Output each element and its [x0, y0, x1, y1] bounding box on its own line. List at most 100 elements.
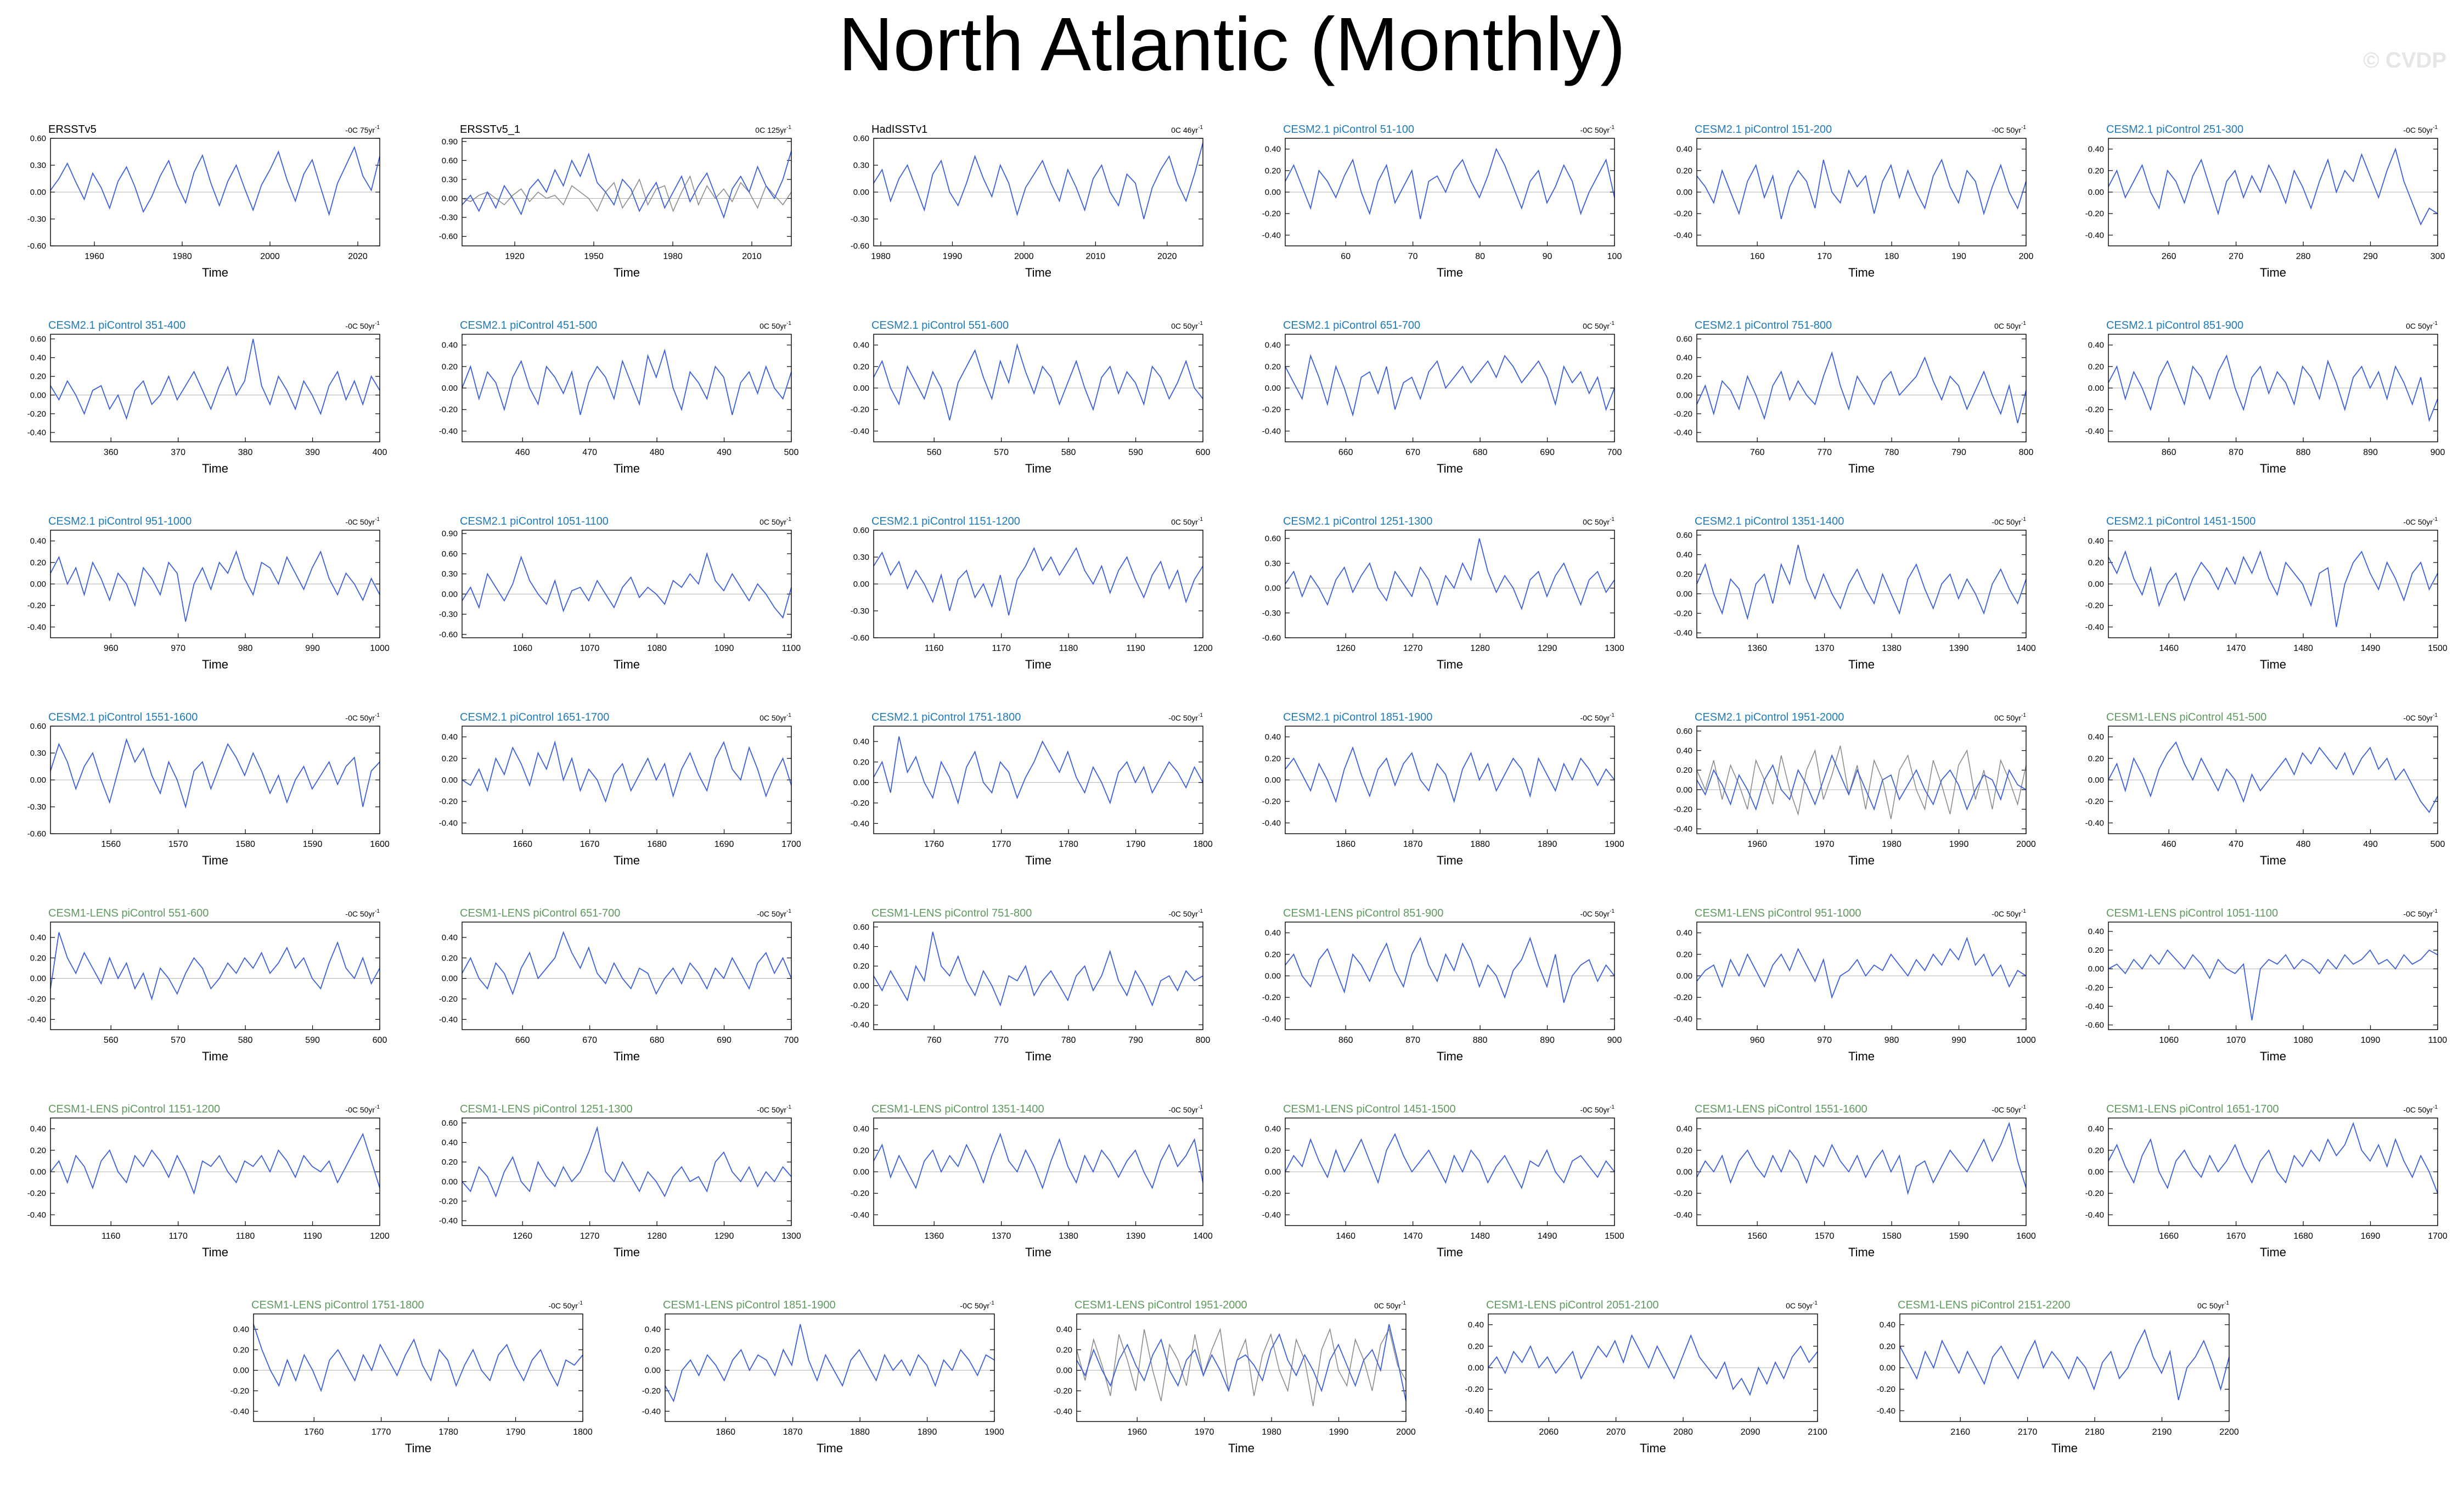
y-tick-label: 0.40: [1677, 353, 1692, 363]
y-tick-label: -0.40: [27, 622, 46, 632]
trend-label: -0C 50yr-1: [1168, 1104, 1203, 1114]
panel-41: CESM1-LENS piControl 2151-2200 0C 50yr-1 0…: [1877, 1299, 2239, 1455]
x-tick-label: 500: [2431, 840, 2445, 849]
trend-exponent: -1: [2433, 125, 2438, 131]
x-axis-label: Time: [1848, 462, 1875, 475]
trend-label: -0C 50yr-1: [1992, 1104, 2026, 1114]
y-tick-label: -0.60: [439, 630, 458, 639]
trend-label: -0C 75yr-1: [345, 125, 380, 134]
x-axis-label: Time: [1025, 853, 1051, 867]
x-tick-label: 590: [305, 1036, 320, 1045]
x-tick-label: 1190: [1126, 644, 1145, 653]
x-tick-label: 280: [2296, 252, 2311, 261]
x-tick-label: 1990: [943, 252, 963, 261]
panel-7: CESM2.1 piControl 351-400 -0C 50yr-1 0.60 0…: [27, 319, 387, 475]
x-tick-label: 980: [238, 644, 253, 653]
x-axis-label: Time: [1437, 853, 1463, 867]
panel-title: CESM1-LENS piControl 1251-1300: [460, 1103, 633, 1115]
y-tick-label: 0.00: [442, 589, 458, 599]
x-tick-label: 1190: [303, 1232, 322, 1241]
x-axis-label: Time: [1437, 462, 1463, 475]
panel-title: CESM1-LENS piControl 1651-1700: [2106, 1103, 2279, 1115]
x-axis-label: Time: [202, 853, 228, 867]
panel-title: CESM2.1 piControl 751-800: [1695, 319, 1832, 332]
y-tick-label: -0.40: [27, 1015, 46, 1024]
y-tick-label: 0.20: [1265, 1146, 1281, 1155]
trend-exponent: -1: [786, 1104, 791, 1110]
trend-exponent: -1: [2433, 516, 2438, 523]
panel-30: CESM1-LENS piControl 1051-1100 -0C 50yr-1…: [2085, 907, 2448, 1063]
panel-title: CESM2.1 piControl 151-200: [1695, 123, 1832, 136]
y-tick-label: -0.40: [439, 1015, 458, 1024]
x-tick-label: 1600: [2016, 1232, 2036, 1241]
y-tick-label: 0.40: [1265, 1125, 1281, 1134]
plot-frame: [462, 1117, 792, 1226]
x-tick-label: 1080: [2293, 1036, 2313, 1045]
trend-label: -0C 50yr-1: [1580, 125, 1614, 134]
y-tick-label: -0.20: [27, 409, 46, 419]
y-tick-label: 0.20: [1265, 166, 1281, 176]
y-tick-label: 0.20: [1677, 950, 1692, 959]
x-axis-label: Time: [2260, 266, 2286, 279]
plot-frame: [873, 922, 1203, 1030]
x-tick-label: 170: [1817, 252, 1832, 261]
x-tick-label: 1070: [2226, 1036, 2246, 1045]
y-tick-label: -0.20: [27, 995, 46, 1004]
y-tick-label: 0.40: [30, 537, 46, 546]
series-line: [2108, 1122, 2438, 1194]
x-tick-label: 790: [1128, 1036, 1143, 1045]
plot-frame: [253, 1313, 583, 1422]
trend-label: -0C 50yr-1: [757, 1104, 791, 1114]
y-tick-label: -0.20: [1877, 1385, 1895, 1394]
y-tick-label: 0.00: [2088, 776, 2104, 785]
plot-frame: [2108, 530, 2438, 638]
x-tick-label: 1660: [2159, 1232, 2179, 1241]
x-tick-label: 1000: [370, 644, 390, 653]
y-tick-label: 0.00: [2088, 384, 2104, 393]
x-tick-label: 1770: [992, 840, 1011, 849]
trend-label: 0C 50yr-1: [760, 321, 791, 330]
x-tick-label: 1160: [925, 644, 944, 653]
x-tick-label: 1470: [1403, 1232, 1423, 1241]
x-tick-label: 1890: [1538, 840, 1557, 849]
x-tick-label: 1290: [715, 1232, 734, 1241]
series-line: [462, 740, 792, 803]
x-axis-label: Time: [202, 1049, 228, 1063]
series-line: [462, 1126, 792, 1198]
panel-4: CESM2.1 piControl 51-100 -0C 50yr-1 0.40 0.…: [1262, 123, 1622, 279]
y-tick-label: -0.40: [642, 1407, 661, 1416]
plot-frame: [2108, 138, 2438, 246]
y-tick-label: 0.30: [853, 161, 869, 170]
x-tick-label: 1380: [1059, 1232, 1078, 1241]
x-tick-label: 1490: [1538, 1232, 1557, 1241]
x-tick-label: 960: [1750, 1036, 1765, 1045]
trend-label: -0C 50yr-1: [1992, 516, 2026, 526]
plot-frame: [1696, 530, 2027, 638]
panel-title: CESM2.1 piControl 1751-1800: [871, 711, 1021, 723]
x-tick-label: 890: [2363, 448, 2378, 457]
panel-24: CESM1-LENS piControl 451-500 -0C 50yr-1 0.…: [2085, 711, 2445, 867]
trend-label: -0C 50yr-1: [1168, 908, 1203, 918]
panel-40: CESM1-LENS piControl 2051-2100 0C 50yr-1 0…: [1465, 1299, 1827, 1455]
x-tick-label: 1370: [1815, 644, 1835, 653]
reference-series-line: [1076, 1327, 1407, 1407]
x-tick-label: 980: [1884, 1036, 1899, 1045]
trend-exponent: -1: [1610, 908, 1614, 914]
x-tick-label: 680: [1473, 448, 1488, 457]
y-tick-label: 0.20: [2088, 946, 2104, 955]
y-tick-label: -0.20: [851, 1001, 869, 1010]
panel-title: CESM1-LENS piControl 1951-2000: [1075, 1299, 1247, 1311]
y-tick-label: 0.60: [1677, 335, 1692, 344]
panel-15: CESM2.1 piControl 1151-1200 0C 50yr-1 0.60…: [851, 515, 1213, 671]
y-tick-label: 0.00: [442, 974, 458, 984]
x-axis-label: Time: [202, 462, 228, 475]
x-tick-label: 2190: [2152, 1428, 2172, 1437]
x-tick-label: 580: [1061, 448, 1076, 457]
y-tick-label: 0.20: [30, 1146, 46, 1155]
trend-label: 0C 50yr-1: [1786, 1300, 1818, 1310]
panel-38: CESM1-LENS piControl 1851-1900 -0C 50yr-1…: [642, 1299, 1004, 1455]
x-axis-label: Time: [614, 853, 640, 867]
trend-exponent: -1: [2021, 321, 2026, 327]
y-tick-label: 0.40: [1677, 1125, 1692, 1134]
y-tick-label: -0.20: [1674, 805, 1692, 814]
